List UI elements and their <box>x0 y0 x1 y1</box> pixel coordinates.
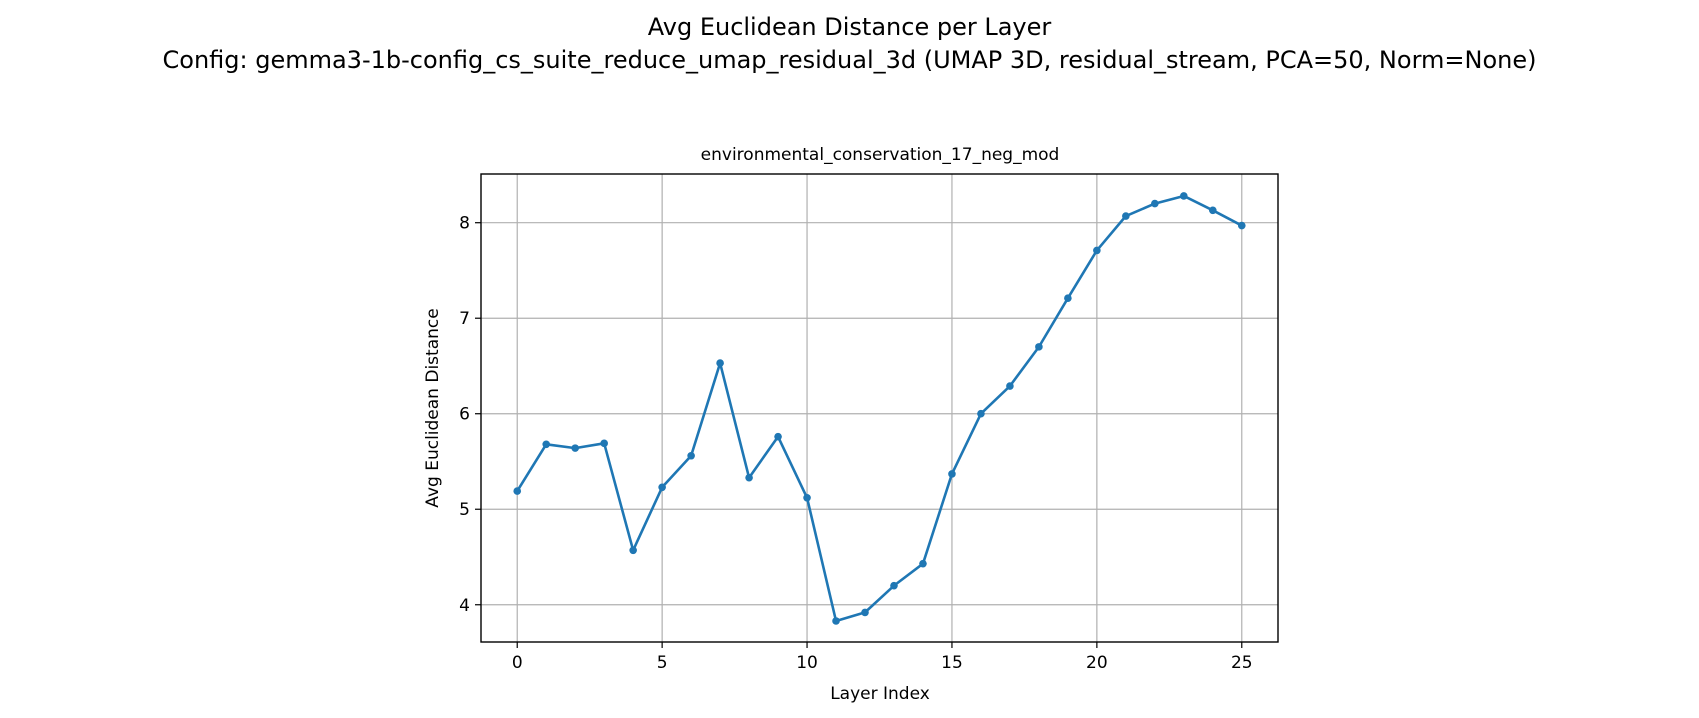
y-tick-label: 8 <box>459 214 470 234</box>
data-point <box>774 432 782 441</box>
x-axis-label: Layer Index <box>830 684 930 704</box>
data-point <box>948 470 956 478</box>
figure-title-line2: Config: gemma3-1b-config_cs_suite_reduce… <box>163 46 1537 74</box>
figure-title-line1: Avg Euclidean Distance per Layer <box>648 13 1052 41</box>
data-point <box>1064 294 1072 302</box>
data-point <box>919 559 927 568</box>
data-point <box>832 617 840 625</box>
data-point <box>890 581 898 590</box>
data-point <box>513 487 522 495</box>
data-point <box>745 473 753 482</box>
plot-area-frame <box>480 173 1279 643</box>
data-point <box>977 409 985 418</box>
data-point <box>1208 206 1217 215</box>
grid <box>481 174 1278 642</box>
y-tick-label: 6 <box>459 405 470 425</box>
data-point <box>861 608 869 617</box>
data-point <box>600 439 608 448</box>
data-point <box>658 483 666 492</box>
y-tick-label: 4 <box>459 596 470 616</box>
data-point <box>542 440 551 449</box>
data-point <box>1035 343 1043 351</box>
data-point <box>1093 246 1101 255</box>
data-point <box>803 493 811 502</box>
data-point <box>1237 221 1246 230</box>
x-tick-label: 20 <box>1086 653 1108 673</box>
data-point <box>716 359 724 367</box>
chart-title: environmental_conservation_17_neg_mod <box>701 145 1060 165</box>
x-tick-label: 0 <box>512 653 523 673</box>
data-point <box>1180 192 1188 200</box>
data-point <box>687 451 695 460</box>
series <box>513 192 1246 625</box>
x-tick-label: 10 <box>796 653 818 673</box>
y-tick-label: 7 <box>459 309 470 329</box>
data-point <box>1151 199 1159 208</box>
data-point <box>1122 212 1130 220</box>
data-point <box>1006 382 1014 390</box>
series-line <box>515 194 1244 623</box>
y-tick-label: 5 <box>459 500 470 520</box>
data-point <box>571 444 579 452</box>
data-point <box>629 546 637 555</box>
ticks: 0 5 10 15 20 25 4 5 6 7 8 <box>459 214 1252 673</box>
x-tick-label: 25 <box>1231 653 1253 673</box>
x-tick-label: 15 <box>941 653 963 673</box>
x-tick-label: 5 <box>657 653 668 673</box>
y-axis-label: Avg Euclidean Distance <box>423 308 443 507</box>
